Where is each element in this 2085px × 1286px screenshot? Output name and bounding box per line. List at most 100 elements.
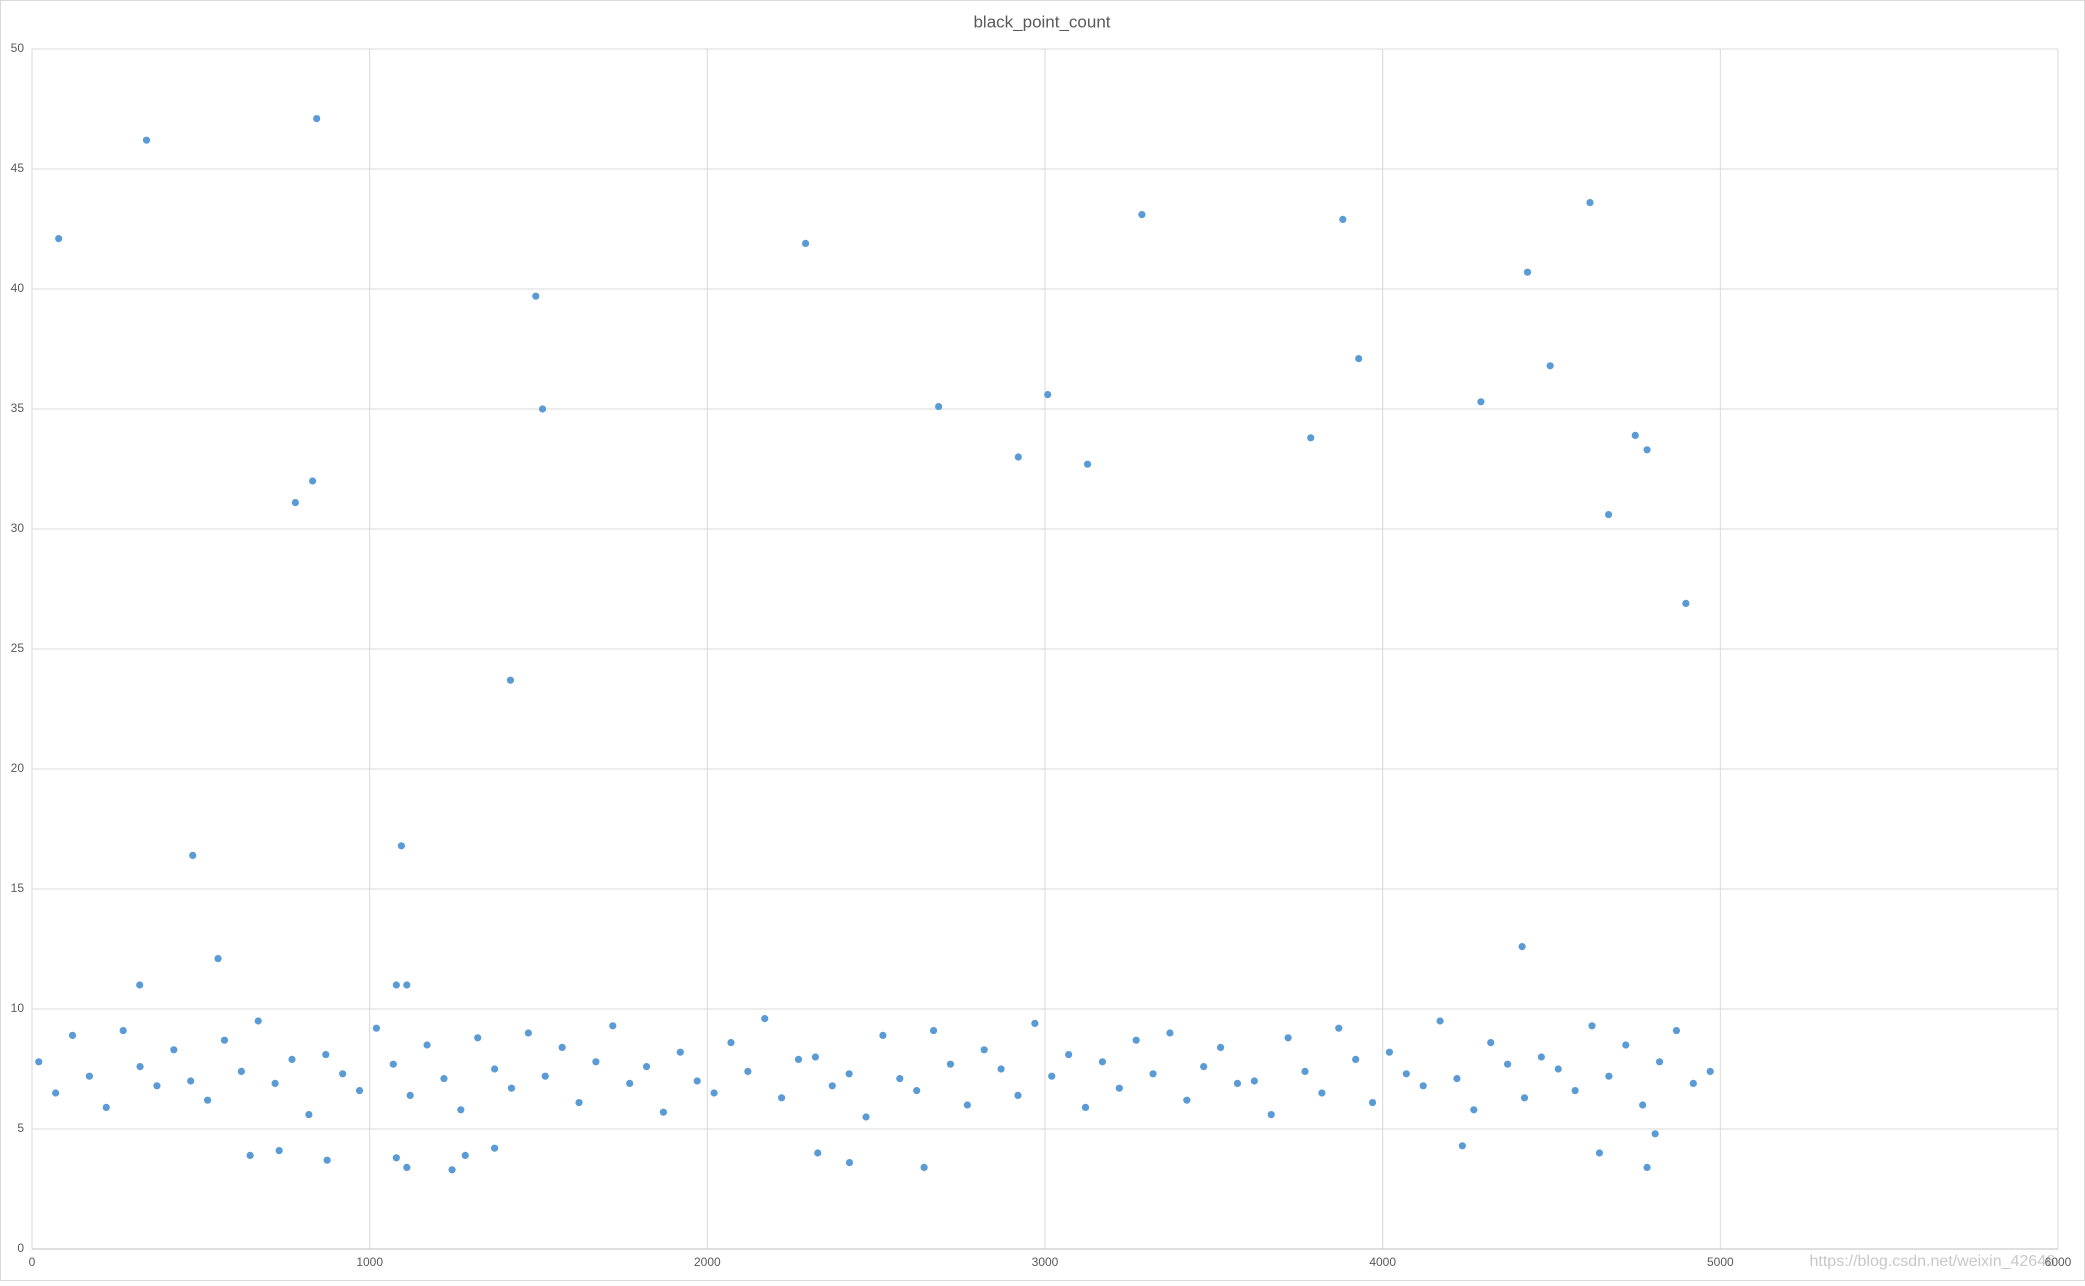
point [237, 1067, 245, 1075]
point [323, 1156, 331, 1164]
point [136, 1063, 144, 1071]
point [532, 292, 540, 300]
point [1651, 1130, 1659, 1138]
point [794, 1055, 803, 1063]
point [389, 1060, 397, 1068]
point [1643, 1163, 1651, 1171]
point [1595, 1149, 1604, 1157]
point [1233, 1079, 1242, 1087]
point [1149, 1070, 1157, 1078]
point [309, 477, 317, 485]
point [744, 1067, 752, 1075]
point [1470, 1106, 1478, 1114]
x-tick-label: 6000 [2045, 1255, 2072, 1269]
point [1318, 1089, 1326, 1097]
point [1307, 434, 1315, 442]
point [1368, 1099, 1377, 1107]
point [85, 1072, 94, 1080]
point [913, 1087, 921, 1095]
point [541, 1072, 549, 1080]
point [1250, 1077, 1258, 1085]
point [322, 1051, 330, 1059]
point [1639, 1101, 1647, 1109]
point [935, 403, 943, 411]
point [55, 235, 63, 243]
point [52, 1089, 60, 1097]
point [1267, 1111, 1275, 1119]
point [1352, 1055, 1360, 1063]
point [1014, 1091, 1022, 1099]
point [506, 676, 515, 684]
point [1655, 1058, 1664, 1066]
x-tick-label: 4000 [1369, 1255, 1396, 1269]
point [491, 1144, 499, 1152]
point [1044, 391, 1052, 399]
point [214, 955, 222, 963]
point [1115, 1084, 1123, 1092]
point [491, 1065, 499, 1073]
point [254, 1017, 262, 1025]
point [392, 981, 400, 989]
point [1419, 1082, 1427, 1090]
point [305, 1111, 313, 1119]
point [845, 1159, 854, 1167]
point [1622, 1041, 1630, 1049]
point [457, 1106, 465, 1114]
point [1523, 268, 1532, 276]
point [440, 1075, 448, 1083]
point [102, 1103, 110, 1111]
y-tick-label: 50 [11, 41, 25, 55]
point [1081, 1103, 1090, 1111]
point [727, 1039, 735, 1047]
y-tick-label: 45 [11, 161, 25, 175]
point [392, 1154, 400, 1162]
point [291, 499, 299, 507]
point [1586, 199, 1594, 207]
point [1682, 599, 1690, 608]
point [1631, 431, 1639, 439]
point [1065, 1051, 1073, 1059]
y-tick-label: 15 [11, 881, 25, 895]
point [1216, 1043, 1225, 1051]
point [355, 1087, 364, 1095]
point [406, 1091, 414, 1099]
point [339, 1070, 347, 1078]
point [220, 1036, 229, 1044]
x-tick-label: 2000 [694, 1255, 721, 1269]
point [811, 1053, 819, 1061]
point [814, 1149, 822, 1157]
point [119, 1027, 127, 1035]
point [271, 1079, 279, 1087]
point [538, 405, 547, 413]
point [507, 1084, 516, 1092]
point [142, 136, 151, 144]
point [1284, 1034, 1292, 1042]
point [1083, 460, 1092, 468]
point [1477, 398, 1485, 406]
point [1335, 1024, 1343, 1032]
point [1554, 1065, 1562, 1073]
point [1689, 1079, 1697, 1087]
point [1339, 215, 1347, 223]
point [1453, 1075, 1461, 1083]
point [1520, 1094, 1529, 1102]
point [524, 1029, 532, 1037]
point [626, 1079, 634, 1087]
point [403, 1163, 411, 1171]
y-tick-label: 40 [11, 281, 25, 295]
point [946, 1060, 955, 1068]
point [575, 1099, 583, 1107]
point [1604, 510, 1613, 519]
point [288, 1055, 296, 1063]
y-tick-label: 25 [11, 641, 25, 655]
point [153, 1082, 161, 1090]
x-tick-label: 0 [29, 1255, 36, 1269]
point [676, 1048, 684, 1056]
point [862, 1113, 870, 1121]
point [845, 1070, 853, 1078]
point [997, 1065, 1005, 1073]
x-tick-label: 1000 [356, 1255, 383, 1269]
point [896, 1075, 904, 1083]
